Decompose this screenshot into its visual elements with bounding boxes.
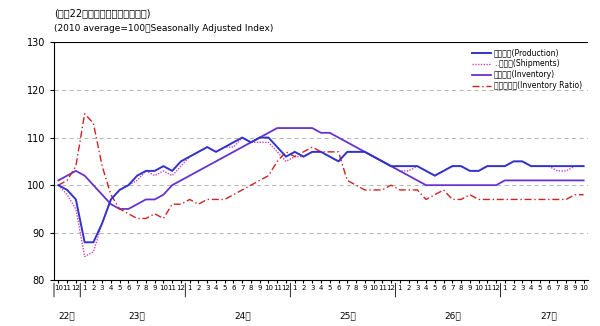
Text: 25年: 25年 [339, 311, 356, 320]
Legend: 一生　産(Production), ‥出　荷(Shipments), 一在　庫(Inventory), －・在庫率(Inventory Ratio): 一生 産(Production), ‥出 荷(Shipments), 一在 庫(… [469, 46, 584, 93]
Text: 24年: 24年 [234, 311, 251, 320]
Text: (2010 average=100・Seasonally Adjusted Index): (2010 average=100・Seasonally Adjusted In… [54, 24, 274, 34]
Text: (平成22年基準・季節調整済指数): (平成22年基準・季節調整済指数) [54, 8, 151, 18]
Text: 26年: 26年 [444, 311, 461, 320]
Text: 23年: 23年 [129, 311, 146, 320]
Text: 27年: 27年 [540, 311, 557, 320]
Text: 22年: 22年 [59, 311, 76, 320]
